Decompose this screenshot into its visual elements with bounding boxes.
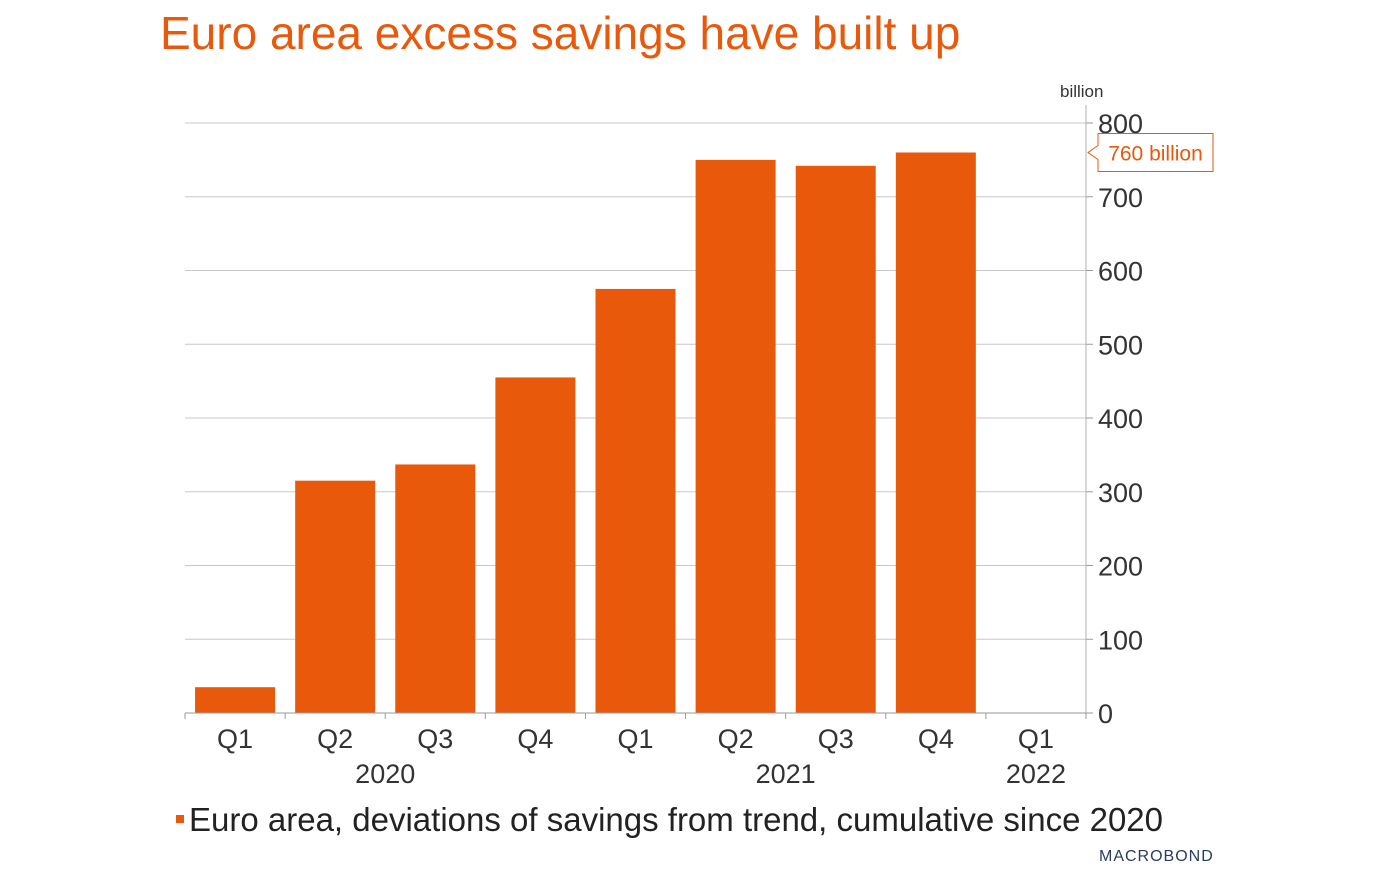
macrobond-logo: MACROBOND xyxy=(1099,848,1214,865)
y-tick-label: 100 xyxy=(1098,625,1143,655)
x-tick-label: Q1 xyxy=(1018,724,1054,754)
x-tick-label: Q4 xyxy=(517,724,553,754)
y-unit-label: billion xyxy=(1060,82,1103,101)
x-tick-label: Q1 xyxy=(617,724,653,754)
chart-title: Euro area excess savings have built up xyxy=(160,7,961,59)
y-tick-label: 500 xyxy=(1098,330,1143,360)
y-tick-label: 600 xyxy=(1098,257,1143,287)
bar xyxy=(895,152,976,713)
y-tick-label: 300 xyxy=(1098,478,1143,508)
legend-label: Euro area, deviations of savings from tr… xyxy=(189,801,1164,838)
x-year-label: 2022 xyxy=(1006,759,1066,789)
legend-marker xyxy=(176,815,184,823)
x-tick-label: Q3 xyxy=(417,724,453,754)
bars xyxy=(195,152,976,713)
bar xyxy=(495,377,576,713)
y-tick-label: 700 xyxy=(1098,183,1143,213)
x-tick-label: Q2 xyxy=(317,724,353,754)
annotation-label: 760 billion xyxy=(1108,143,1203,166)
axes xyxy=(184,105,1093,719)
bar xyxy=(295,480,376,713)
y-tick-label: 400 xyxy=(1098,404,1143,434)
y-tick-label: 0 xyxy=(1098,699,1113,729)
x-year-label: 2021 xyxy=(756,759,816,789)
x-year-label: 2020 xyxy=(355,759,415,789)
legend: Euro area, deviations of savings from tr… xyxy=(176,801,1163,839)
bar xyxy=(795,165,876,713)
x-tick-label: Q4 xyxy=(918,724,954,754)
bar xyxy=(695,159,776,713)
annotation-box xyxy=(1087,133,1214,172)
bar xyxy=(395,464,476,713)
x-tick-label: Q3 xyxy=(818,724,854,754)
bar xyxy=(595,288,676,713)
x-tick-label: Q2 xyxy=(718,724,754,754)
y-tick-label: 200 xyxy=(1098,552,1143,582)
bar xyxy=(195,687,276,713)
x-tick-label: Q1 xyxy=(217,724,253,754)
